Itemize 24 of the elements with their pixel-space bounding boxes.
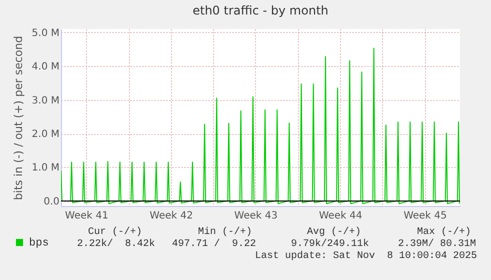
text: 2.22k/ 8.42k [77, 239, 156, 251]
text: Max (-/+) [417, 227, 472, 238]
y-tick-label: 0.0 [44, 196, 60, 208]
y-axis-title: bits in (-) / out (+) per second [12, 36, 25, 200]
x-tick-label: Week 44 [318, 210, 362, 222]
text: 2.39M/ 80.31M [398, 239, 476, 251]
text: Cur (-/+) [88, 227, 142, 238]
text: Min (-/+) [198, 227, 252, 238]
x-tick-label: Week 45 [404, 210, 447, 222]
chart-title: eth0 traffic - by month [192, 3, 328, 18]
y-tick-label: 5.0 M [32, 28, 60, 39]
y-tick-label: 2.0 M [32, 129, 60, 140]
legend-label: bps [29, 238, 49, 250]
y-tick-label: 4.0 M [32, 62, 60, 73]
y-tick-label: 3.0 M [32, 95, 60, 106]
text: Last update: Sat Nov 8 10:00:04 2025 [255, 251, 478, 263]
text: 497.71 / 9.22 [172, 239, 256, 251]
x-tick-label: Week 42 [150, 210, 193, 222]
x-tick-label: Week 41 [65, 210, 108, 222]
line-series [61, 48, 460, 204]
x-tick-label: Week 43 [234, 210, 278, 222]
text: 9.79k/249.11k [291, 239, 370, 250]
y-tick-label: 1.0 M [32, 162, 60, 174]
text: Avg (-/+) [307, 227, 362, 238]
